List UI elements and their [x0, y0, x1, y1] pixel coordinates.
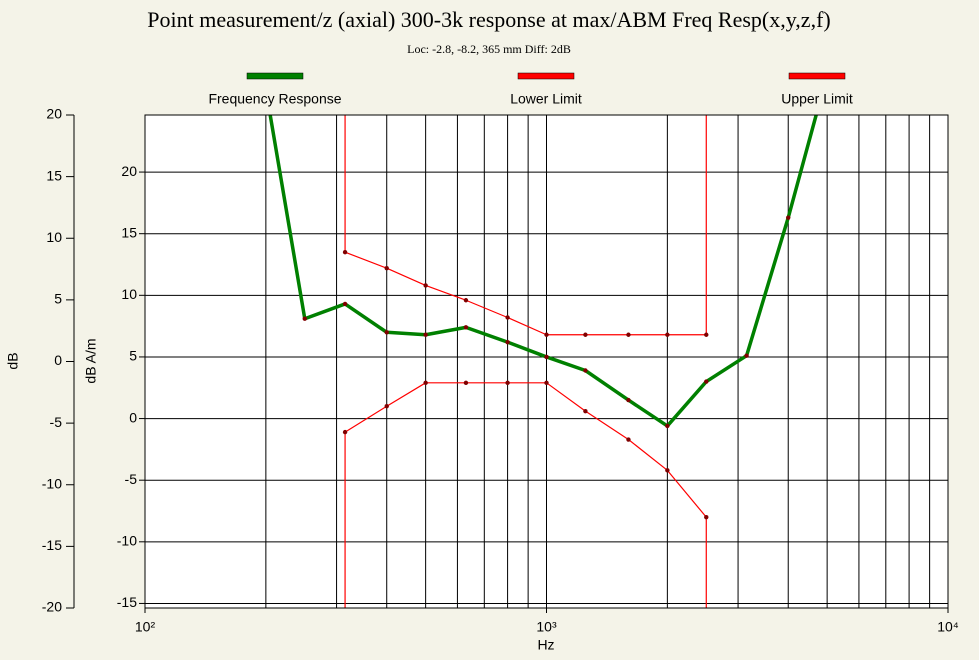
series-line — [344, 115, 707, 336]
data-layer — [268, 115, 818, 608]
y-tick-label: -5 — [50, 414, 63, 430]
data-point — [704, 332, 709, 337]
y-tick-label: -20 — [42, 599, 62, 615]
data-point — [342, 429, 348, 435]
series-line — [344, 382, 707, 608]
y-tick-label: 0 — [54, 352, 62, 368]
legend-label: Frequency Response — [208, 91, 341, 107]
legend-label: Upper Limit — [781, 91, 853, 107]
data-point — [626, 332, 631, 337]
y2-tick-label: 0 — [129, 409, 137, 425]
y-tick-label: 20 — [46, 106, 62, 122]
y-tick-label: 5 — [54, 291, 62, 307]
data-point — [665, 468, 670, 473]
data-point — [384, 265, 389, 271]
x-tick-label: 10³ — [536, 619, 557, 635]
data-point — [544, 380, 549, 386]
data-point — [505, 315, 510, 320]
data-point — [423, 283, 428, 288]
data-point — [583, 368, 588, 373]
data-point — [665, 423, 670, 429]
chart-title: Point measurement/z (axial) 300-3k respo… — [147, 7, 830, 32]
data-point — [786, 215, 791, 220]
data-point — [744, 353, 749, 358]
data-point — [342, 249, 348, 255]
data-point — [665, 332, 670, 337]
data-point — [544, 332, 549, 337]
data-point — [463, 380, 469, 386]
x-tick-label: 10² — [135, 619, 156, 635]
y2-tick-label: -15 — [117, 594, 137, 610]
data-point — [423, 332, 428, 337]
data-point — [583, 408, 588, 414]
y-tick-label: -10 — [42, 475, 62, 491]
data-point — [463, 298, 469, 303]
y2-tick-label: 15 — [121, 224, 137, 240]
y2-tick-label: -10 — [117, 533, 137, 549]
legend-swatch — [788, 72, 846, 80]
data-point — [704, 379, 709, 384]
data-point — [505, 339, 510, 345]
legend-swatch — [517, 72, 575, 80]
data-point — [384, 330, 389, 335]
data-point — [505, 380, 510, 386]
data-point — [626, 437, 631, 442]
data-point — [342, 301, 348, 307]
y-tick-label: 10 — [46, 229, 62, 245]
data-point — [704, 514, 709, 520]
y2-tick-label: 5 — [129, 348, 137, 364]
y-tick-label: 15 — [46, 167, 62, 183]
grid — [145, 115, 948, 608]
data-point — [583, 332, 588, 337]
y2-tick-label: 10 — [121, 286, 137, 302]
y-axis-label: dB — [5, 352, 21, 369]
data-point — [384, 404, 389, 409]
x-axis-label: Hz — [537, 637, 554, 653]
data-point — [463, 325, 469, 330]
legend-label: Lower Limit — [510, 91, 582, 107]
y2-axis-label: dB A/m — [83, 338, 99, 383]
y-tick-label: -15 — [42, 537, 62, 553]
data-point — [302, 316, 307, 321]
data-point — [544, 354, 549, 360]
chart-subtitle: Loc: -2.8, -8.2, 365 mm Diff: 2dB — [407, 42, 571, 56]
data-point — [626, 397, 631, 403]
y2-tick-label: 20 — [121, 163, 137, 179]
legend-swatch — [246, 72, 304, 80]
y2-tick-label: -5 — [125, 471, 138, 487]
x-tick-label: 10⁴ — [937, 619, 959, 635]
data-point — [423, 380, 428, 386]
